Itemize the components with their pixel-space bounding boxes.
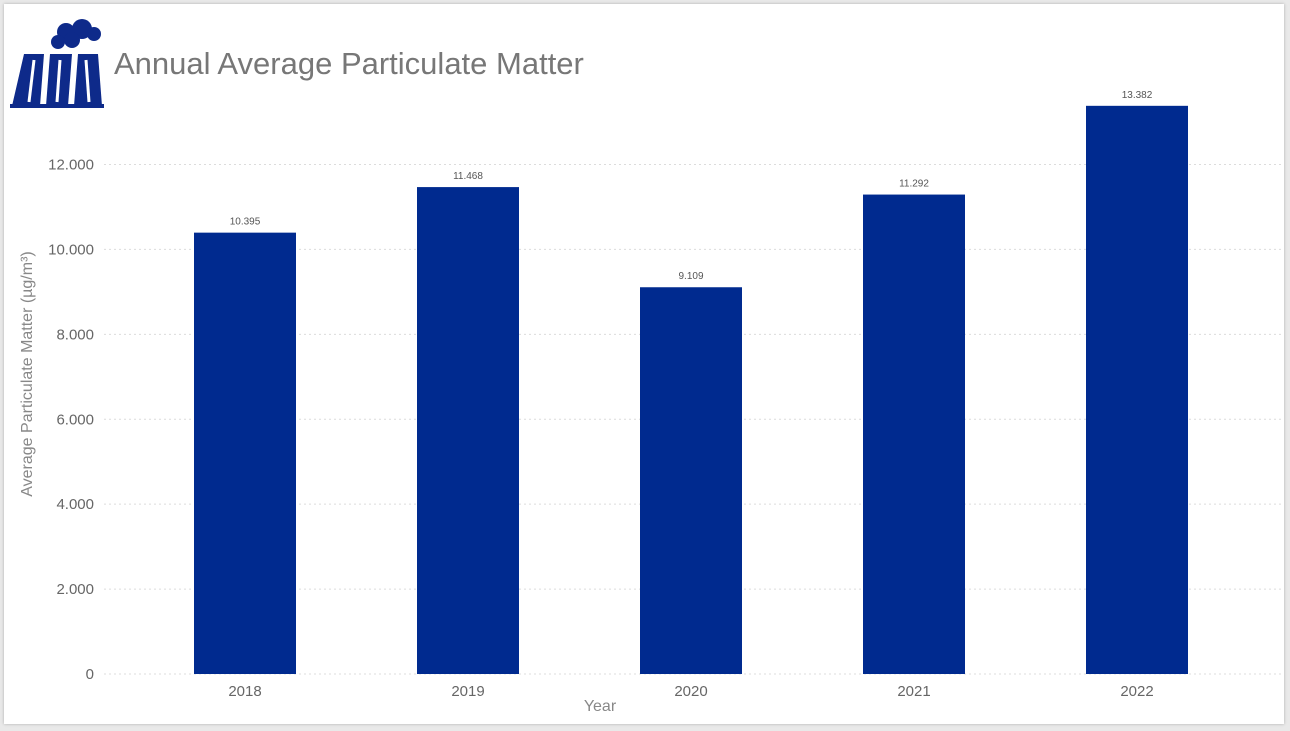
bar-2019	[417, 187, 519, 674]
chart-title: Annual Average Particulate Matter	[114, 46, 584, 81]
data-label: 13.382	[1122, 90, 1153, 101]
y-tick-label: 12.000	[48, 157, 94, 174]
data-label: 9.109	[678, 271, 703, 282]
data-label: 11.292	[899, 179, 929, 190]
bar-2021	[863, 194, 965, 675]
x-tick-label: 2019	[451, 683, 484, 700]
x-tick-label: 2022	[1120, 683, 1153, 700]
y-tick-label: 8.000	[56, 326, 94, 343]
y-tick-label: 2.000	[56, 581, 94, 598]
bar-2018	[194, 232, 296, 674]
y-tick-label: 10.000	[48, 241, 94, 258]
x-axis-title: Year	[584, 698, 617, 715]
chart-card: Annual Average Particulate Matter 0 2.000…	[4, 4, 1284, 724]
bar-2020	[640, 287, 742, 674]
x-tick-label: 2021	[897, 683, 930, 700]
y-tick-label: 4.000	[56, 496, 94, 513]
y-tick-label: 0	[86, 666, 94, 683]
data-label: 11.468	[453, 171, 483, 182]
factory-icon	[10, 19, 104, 108]
data-label: 10.395	[230, 217, 261, 228]
x-tick-label: 2020	[674, 683, 707, 700]
y-tick-label: 6.000	[56, 411, 94, 428]
y-axis-title: Average Particulate Matter (µg/m³)	[19, 251, 36, 496]
bar-2022	[1086, 105, 1188, 675]
bar-chart: 0 2.000 4.000 6.000 8.000 10.000 12.000 10.395 2…	[19, 90, 1284, 715]
x-tick-label: 2018	[228, 683, 261, 700]
